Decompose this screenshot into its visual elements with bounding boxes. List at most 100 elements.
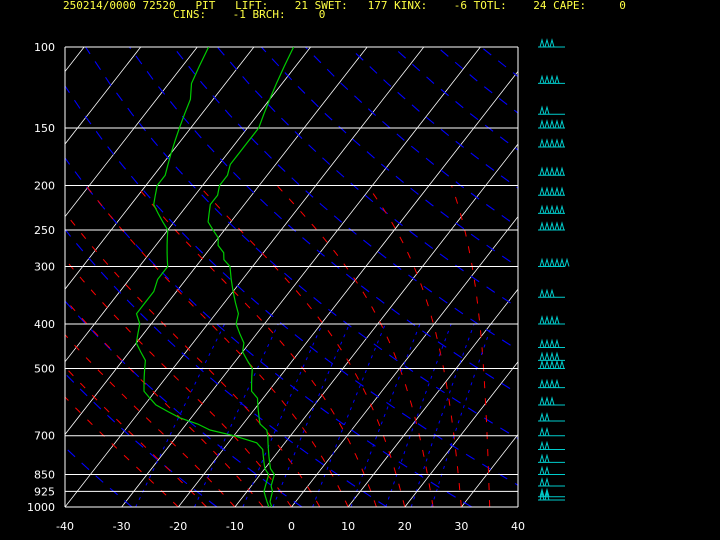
wind-barb-flag bbox=[544, 426, 550, 436]
wind-barb-flag bbox=[544, 119, 550, 129]
wind-barb-flag bbox=[559, 204, 565, 214]
wind-barb-flag bbox=[549, 74, 555, 84]
wind-barb bbox=[538, 396, 565, 406]
moist-adiabat-line bbox=[65, 258, 292, 507]
wind-barb-flag bbox=[544, 396, 550, 406]
isotherm-line bbox=[517, 506, 518, 507]
wind-barb-flag bbox=[539, 204, 545, 214]
wind-barb-flag bbox=[549, 166, 555, 176]
wind-barb-flag bbox=[549, 288, 555, 298]
wind-barb-flag bbox=[544, 315, 550, 325]
mixing-ratio-line bbox=[242, 323, 323, 507]
wind-barb-flag bbox=[539, 288, 545, 298]
wind-barbs-layer bbox=[538, 38, 570, 501]
dry-adiabat-line bbox=[85, 47, 518, 440]
temperature-tick-label: -40 bbox=[56, 520, 74, 533]
wind-barb-flag bbox=[554, 119, 560, 129]
dry-adiabat-line bbox=[569, 47, 720, 507]
wind-barb-flag bbox=[544, 38, 550, 48]
wind-barb bbox=[538, 119, 565, 129]
wind-barb-flag bbox=[549, 338, 555, 348]
moist-adiabat-line bbox=[65, 396, 179, 507]
wind-barb-flag bbox=[539, 74, 545, 84]
pressure-tick-label: 925 bbox=[34, 485, 55, 498]
wind-barb-flag bbox=[544, 477, 550, 487]
dry-adiabat-line bbox=[128, 47, 518, 395]
pressure-tick-label: 200 bbox=[34, 179, 55, 192]
wind-barb-flag bbox=[544, 465, 550, 475]
mixing-ratio-line bbox=[385, 323, 452, 507]
wind-barb-flag bbox=[539, 138, 545, 148]
isotherm-line bbox=[404, 361, 518, 507]
wind-barb-flag bbox=[559, 186, 565, 196]
wind-barb-flag bbox=[544, 440, 550, 450]
wind-barb-flag bbox=[549, 221, 555, 231]
wind-barb-flag bbox=[544, 338, 550, 348]
pressure-tick-label: 250 bbox=[34, 224, 55, 237]
wind-barb bbox=[538, 186, 565, 196]
wind-barb-flag bbox=[554, 378, 560, 388]
wind-barb-flag bbox=[544, 166, 550, 176]
temperature-tick-label: -10 bbox=[226, 520, 244, 533]
wind-barb-flag bbox=[539, 119, 545, 129]
moist-adiabat-line bbox=[135, 185, 377, 507]
isotherm-line bbox=[65, 47, 198, 218]
wind-barb-flag bbox=[549, 359, 555, 369]
grid-layer bbox=[64, 46, 720, 508]
dry-adiabat-line bbox=[525, 47, 720, 507]
wind-barb-flag bbox=[539, 477, 545, 487]
wind-barb-flag bbox=[539, 491, 545, 501]
temperature-tick-label: -30 bbox=[113, 520, 131, 533]
dry-adiabat-line bbox=[65, 228, 388, 507]
isotherm-line bbox=[65, 47, 255, 290]
wind-barb-flag bbox=[544, 186, 550, 196]
dry-adiabat-line bbox=[392, 47, 518, 151]
moist-adiabat-line bbox=[85, 185, 349, 507]
mixing-ratio-line bbox=[135, 323, 226, 507]
wind-barb bbox=[538, 257, 570, 267]
wind-barb-flag bbox=[549, 396, 555, 406]
wind-barb-flag bbox=[564, 257, 570, 267]
wind-barb-flag bbox=[539, 378, 545, 388]
temperature-tick-label: 30 bbox=[454, 520, 468, 533]
isotherm-line bbox=[347, 288, 518, 507]
isotherm-line bbox=[234, 143, 518, 507]
wind-barb-flag bbox=[539, 221, 545, 231]
wind-barb-flag bbox=[559, 138, 565, 148]
wind-barb-flag bbox=[554, 359, 560, 369]
wind-barb bbox=[538, 351, 565, 361]
wind-barb-flag bbox=[544, 138, 550, 148]
pressure-tick-label: 1000 bbox=[27, 501, 55, 514]
wind-barb bbox=[538, 204, 565, 214]
wind-barb-flag bbox=[554, 338, 560, 348]
clipped-grid bbox=[65, 47, 720, 508]
wind-barb-flag bbox=[544, 491, 550, 501]
temperature-tick-label: 40 bbox=[511, 520, 525, 533]
wind-barb bbox=[538, 38, 565, 48]
temperature-tick-label: 10 bbox=[341, 520, 355, 533]
temperature-tick-label: -20 bbox=[169, 520, 187, 533]
wind-barb-flag bbox=[544, 105, 550, 115]
temperature-tick-label: 0 bbox=[288, 520, 295, 533]
wind-barb bbox=[538, 487, 565, 498]
wind-barb bbox=[538, 412, 565, 422]
header-line-1: 250214/0000 72520 PIT LIFT: 21 SWET: 177… bbox=[63, 0, 626, 12]
wind-barb-flag bbox=[559, 359, 565, 369]
moist-adiabat-line bbox=[546, 186, 569, 508]
wind-barb-flag bbox=[544, 487, 550, 497]
wind-barb-flag bbox=[539, 105, 545, 115]
wind-barb bbox=[538, 477, 565, 487]
isotherm-line bbox=[65, 47, 142, 145]
wind-barb-flag bbox=[539, 257, 545, 267]
wind-barb bbox=[538, 105, 565, 115]
wind-barb bbox=[538, 491, 565, 501]
wind-barb-flag bbox=[539, 359, 545, 369]
wind-barb-flag bbox=[539, 465, 545, 475]
moist-adiabat-line bbox=[65, 366, 207, 507]
dry-adiabat-line bbox=[436, 47, 518, 114]
wind-barb-flag bbox=[554, 351, 560, 361]
pressure-tick-label: 500 bbox=[34, 363, 55, 376]
pressure-tick-label: 400 bbox=[34, 318, 55, 331]
wind-barb-flag bbox=[559, 166, 565, 176]
